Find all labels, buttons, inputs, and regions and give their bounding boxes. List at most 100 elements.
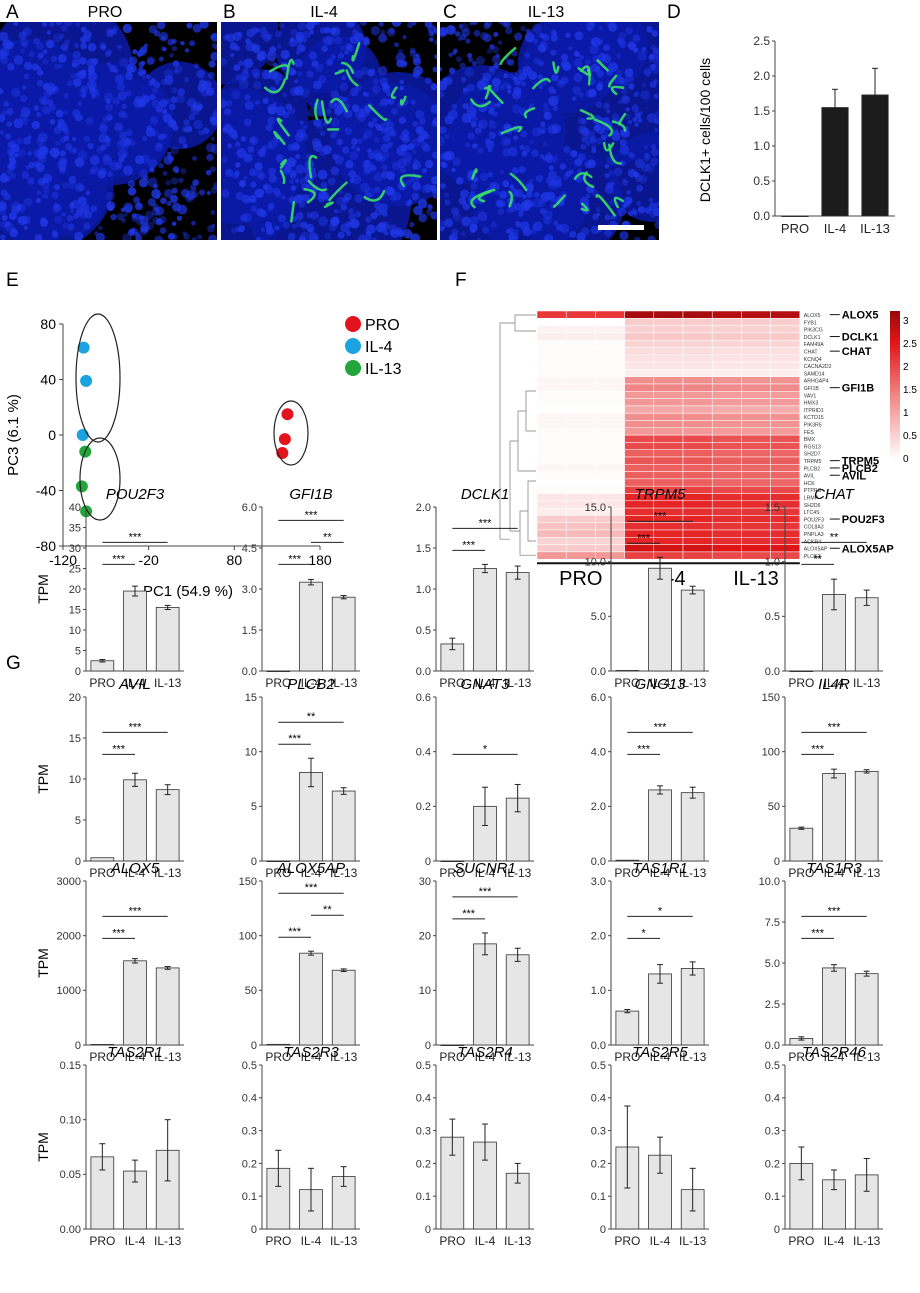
nucleus [643,68,652,77]
nucleus [240,75,247,82]
nucleus [318,75,327,84]
nucleus [68,175,77,184]
nucleus [234,170,240,176]
color-scale-segment [890,333,900,338]
nucleus [595,101,603,109]
y-tick-label: 0.0 [242,666,257,678]
x-tick-label: IL-13 [330,676,358,690]
color-scale-segment [890,362,900,367]
heatmap-cell [624,551,655,560]
nucleus [548,165,554,171]
nucleus [382,84,391,93]
nucleus [445,24,456,35]
nucleus [50,118,56,125]
nucleus [265,221,273,229]
heatmap-cell [711,405,742,414]
y-tick-label: 0.4 [765,1093,780,1105]
nucleus [289,179,295,185]
nucleus [293,58,303,68]
nucleus [378,33,388,43]
x-tick-label: IL-13 [504,676,532,690]
nucleus [463,87,468,92]
heatmap-cell [536,310,567,319]
heatmap-cell [770,471,801,480]
nucleus [112,26,118,32]
y-tick-label: 0.5 [416,625,431,637]
nucleus [490,181,500,192]
heatmap-cell [682,478,713,487]
nucleus [424,183,433,193]
heatmap-cell [682,522,713,531]
nucleus [287,232,296,240]
nucleus [410,138,421,148]
nucleus [654,118,659,125]
nucleus [648,197,654,203]
nucleus [413,57,422,66]
nucleus [530,202,536,207]
nucleus [200,87,211,97]
nucleus [495,102,501,108]
bar [789,827,814,862]
nucleus [256,208,266,217]
nucleus [295,34,304,43]
gene-row-label: TRPM5 [804,459,822,465]
nucleus [320,181,328,189]
nucleus [13,22,19,26]
y-tick-label: 40 [69,502,81,514]
nucleus [608,62,618,73]
heatmap-cell [653,318,684,326]
heatmap-cell [682,551,713,560]
nucleus [456,56,463,63]
panel-letter-b: B [223,2,236,23]
nucleus [654,127,659,133]
heatmap-cell [624,507,655,516]
heatmap-cell [770,383,801,392]
nucleus [432,66,437,73]
x-tick-label: PRO [89,1050,115,1064]
significance-label: *** [112,743,126,755]
nucleus [374,153,383,161]
heatmap-cell [536,347,567,356]
nucleus [539,207,547,215]
x-tick-label: IL-13 [504,866,532,880]
nucleus [134,231,140,237]
heatmap-cell [653,442,684,450]
nucleus [410,233,421,240]
nucleus [440,26,449,37]
nucleus [476,237,482,240]
y-tick-label: 20 [69,692,81,704]
nucleus [515,189,524,198]
nucleus [183,128,188,133]
nucleus [584,161,592,169]
nucleus [596,70,604,78]
dclk1-stain [363,189,386,202]
y-tick-label: 2.0 [591,931,606,943]
dclk1-stain [602,141,615,152]
nucleus [71,147,78,154]
nucleus [85,116,94,125]
dclk1-stain [328,181,348,202]
nucleus [160,35,167,41]
heatmap-cell [565,369,596,377]
nucleus [74,231,84,240]
nucleus [243,58,254,69]
heatmap-cell [711,369,742,377]
nucleus [158,133,165,141]
nucleus [547,170,557,180]
heatmap-cell [770,310,801,319]
nucleus [150,78,156,84]
dclk1-stain [471,168,478,180]
x-tick-label: IL-13 [154,676,182,690]
heatmap-cell [741,361,771,370]
nucleus [74,113,83,122]
heatmap-cell [624,449,655,458]
heatmap-cell [711,493,742,502]
nucleus [489,44,495,50]
nucleus [406,22,414,29]
nucleus [585,22,595,31]
nucleus [36,136,45,146]
gene-row-label: VAV1 [804,393,817,399]
nucleus [4,175,11,182]
